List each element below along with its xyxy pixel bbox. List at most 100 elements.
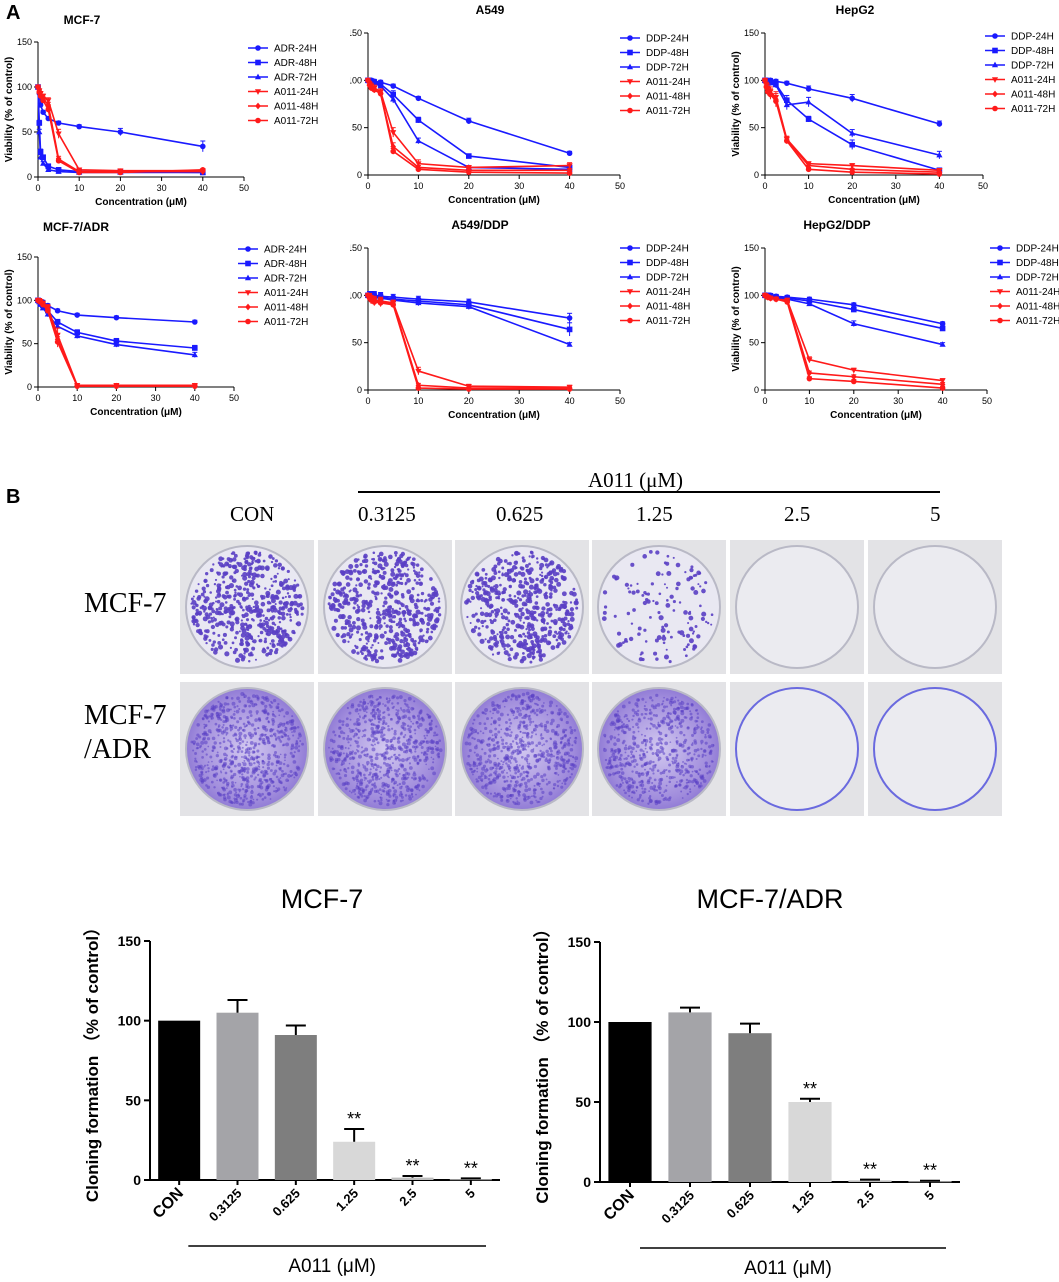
colony-dot bbox=[516, 590, 522, 596]
y-tick-label: 100 bbox=[744, 290, 759, 300]
colony-dot bbox=[410, 720, 413, 723]
colony-dot bbox=[373, 561, 378, 566]
colony-dot bbox=[616, 631, 622, 636]
colony-dot bbox=[267, 760, 271, 764]
colony-dot bbox=[401, 781, 406, 785]
colony-dot bbox=[497, 705, 502, 710]
colony-dot bbox=[296, 621, 302, 627]
colony-dot bbox=[250, 790, 254, 795]
colony-dot bbox=[527, 717, 532, 721]
data-point bbox=[45, 163, 52, 169]
colony-dot bbox=[502, 608, 508, 614]
colony-dot bbox=[371, 739, 376, 743]
colony-dot bbox=[472, 761, 476, 765]
colony-dot bbox=[281, 596, 285, 600]
colony-dot bbox=[243, 795, 246, 799]
colony-dot bbox=[496, 775, 500, 779]
x-tick-label: 40 bbox=[938, 396, 948, 406]
colony-dot bbox=[266, 608, 271, 613]
colony-dot bbox=[266, 772, 269, 775]
data-point bbox=[805, 86, 812, 92]
colony-dot bbox=[333, 596, 336, 599]
colony-dot bbox=[407, 787, 411, 790]
colony-dot bbox=[354, 739, 357, 743]
colony-dot bbox=[270, 734, 273, 738]
data-point bbox=[767, 91, 774, 98]
colony-dot bbox=[351, 776, 355, 780]
colony-dot bbox=[345, 752, 348, 755]
colony-dot bbox=[643, 628, 647, 632]
colony-dot bbox=[385, 743, 389, 747]
culture-dish-cell bbox=[318, 682, 452, 816]
colony-dot bbox=[373, 583, 378, 588]
colony-dot bbox=[434, 745, 437, 748]
colony-dot bbox=[521, 556, 525, 560]
colony-dot bbox=[240, 619, 243, 622]
colony-dot bbox=[327, 602, 331, 606]
colony-dot bbox=[400, 758, 405, 763]
colony-dot bbox=[535, 744, 539, 747]
colony-dot bbox=[525, 627, 528, 631]
colony-dot bbox=[536, 772, 540, 777]
colony-dot bbox=[277, 778, 281, 781]
colony-dot bbox=[367, 582, 371, 586]
colony-dot bbox=[423, 600, 427, 603]
colony-dot bbox=[265, 652, 269, 657]
colony-dot bbox=[508, 728, 511, 731]
colony-dot bbox=[383, 756, 387, 761]
colony-dot bbox=[427, 713, 430, 717]
colony-dot bbox=[371, 783, 374, 786]
colony-dot bbox=[524, 784, 528, 789]
colony-dot bbox=[254, 776, 257, 779]
colony-dot bbox=[522, 793, 526, 797]
colony-dot bbox=[475, 584, 478, 588]
colony-dot bbox=[429, 613, 434, 618]
colony-dot bbox=[489, 792, 492, 795]
data-point bbox=[192, 383, 198, 389]
colony-dot bbox=[375, 615, 381, 620]
colony-dot bbox=[225, 708, 230, 713]
colony-dot bbox=[522, 770, 526, 774]
colony-dot bbox=[526, 778, 531, 783]
column-label-0-3125: 0.3125 bbox=[358, 502, 416, 526]
colony-dot bbox=[541, 653, 546, 658]
colony-dot bbox=[518, 579, 523, 584]
y-tick-label: 50 bbox=[22, 127, 32, 137]
colony-dot bbox=[221, 557, 225, 560]
colony-dot bbox=[464, 741, 469, 746]
colony-dot bbox=[567, 738, 570, 742]
colony-dot bbox=[416, 762, 420, 766]
colony-dot bbox=[499, 639, 502, 642]
colony-dot bbox=[393, 789, 398, 794]
colony-dot bbox=[509, 797, 512, 800]
colony-dot bbox=[514, 706, 518, 710]
colony-dot bbox=[262, 726, 267, 731]
colony-dot bbox=[241, 773, 244, 776]
colony-dot bbox=[428, 722, 433, 726]
colony-dot bbox=[386, 700, 390, 704]
colony-dot bbox=[480, 619, 485, 625]
colony-dot bbox=[404, 619, 407, 623]
colony-dot bbox=[548, 758, 552, 762]
colony-dot bbox=[378, 778, 381, 781]
colony-dot bbox=[263, 710, 268, 715]
colony-dot bbox=[240, 606, 243, 609]
colony-dot bbox=[411, 562, 416, 567]
colony-dot bbox=[211, 750, 214, 752]
colony-dot bbox=[430, 746, 434, 751]
colony-dot bbox=[275, 787, 278, 789]
colony-dot bbox=[359, 788, 361, 791]
colony-dot bbox=[231, 551, 236, 555]
row-label-mcf7-adr-line2: /ADR bbox=[84, 734, 151, 765]
colony-dot bbox=[262, 766, 265, 769]
colony-dot bbox=[569, 730, 574, 735]
colony-dot bbox=[298, 733, 302, 738]
colony-dot bbox=[470, 732, 473, 736]
colony-dot bbox=[243, 755, 247, 760]
colony-dot bbox=[689, 567, 694, 573]
colony-dot bbox=[436, 748, 440, 752]
colony-dot bbox=[498, 767, 501, 771]
colony-dot bbox=[641, 593, 645, 597]
colony-dot bbox=[547, 761, 550, 764]
colony-dot bbox=[416, 725, 420, 728]
